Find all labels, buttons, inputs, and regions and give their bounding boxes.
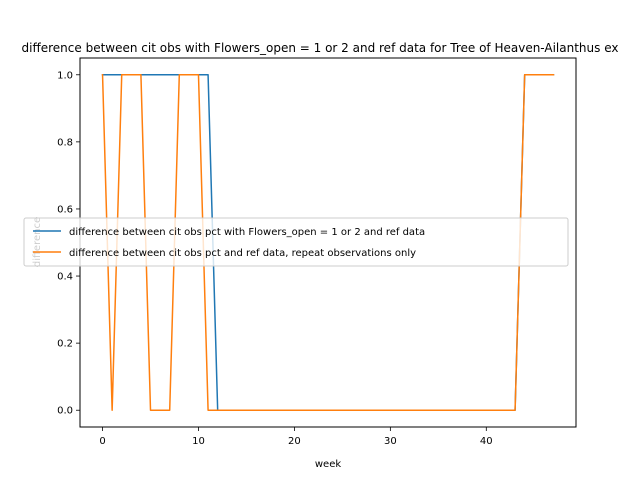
legend-label-series-2: difference between cit obs pct and ref d… — [69, 248, 416, 259]
series-line-2 — [101, 73, 555, 411]
x-axis-label: week — [315, 459, 341, 470]
legend: difference between cit obs pct with Flow… — [23, 217, 569, 267]
x-tick-label: 20 — [288, 436, 301, 447]
y-tick-label: 0.6 — [57, 204, 73, 215]
chart-title: difference between cit obs with Flowers_… — [22, 41, 619, 55]
x-axis-ticks: 0 10 20 30 40 — [99, 427, 493, 447]
y-tick-label: 0.4 — [57, 272, 73, 283]
x-tick-label: 0 — [99, 436, 105, 447]
x-tick-label: 10 — [192, 436, 205, 447]
legend-box — [23, 217, 569, 267]
y-tick-label: 0.2 — [57, 339, 73, 350]
x-tick-label: 40 — [480, 436, 493, 447]
y-tick-label: 0.8 — [57, 137, 73, 148]
y-axis-ticks: 0.0 0.2 0.4 0.6 0.8 1.0 — [57, 70, 80, 417]
series-layer — [101, 73, 555, 411]
y-tick-label: 1.0 — [57, 70, 73, 81]
y-tick-label: 0.0 — [57, 406, 73, 417]
x-tick-label: 30 — [384, 436, 397, 447]
legend-label-series-1: difference between cit obs pct with Flow… — [69, 227, 425, 238]
